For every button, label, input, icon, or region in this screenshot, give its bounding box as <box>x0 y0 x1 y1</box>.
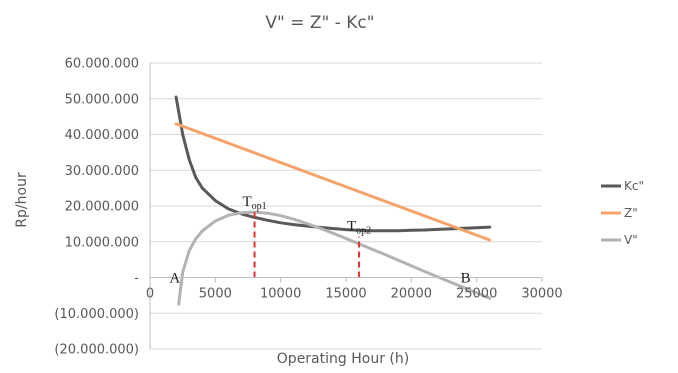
legend-label-2: V" <box>624 233 638 247</box>
x-tick-label: 10000 <box>260 287 301 302</box>
y-tick-label: - <box>134 271 139 286</box>
annotation-3: B <box>461 271 471 287</box>
y-tick-label: (10.000.000) <box>54 307 139 322</box>
x-tick-label: 20000 <box>391 287 432 302</box>
x-tick-labels: 0 5000 10000 15000 20000 25000 30000 <box>146 287 563 302</box>
y-tick-label: 30.000.000 <box>65 164 139 179</box>
y-tick-label: 20.000.000 <box>65 200 139 215</box>
legend-label-1: Z" <box>624 206 638 220</box>
reference-lines <box>253 212 361 278</box>
annotation-text: T <box>347 218 356 234</box>
y-tick-label: 50.000.000 <box>65 92 139 107</box>
axes <box>149 63 543 349</box>
x-tick-label: 0 <box>146 287 154 302</box>
annotation-text: A <box>169 271 180 287</box>
annotation-text: T <box>242 194 251 210</box>
annotation-2: A <box>169 271 180 287</box>
legend: Kc" Z" V" <box>601 179 644 247</box>
y-tick-label: 40.000.000 <box>65 128 139 143</box>
annotation-1: Top2 <box>347 218 371 236</box>
x-axis-label: Operating Hour (h) <box>277 351 409 367</box>
series-line-2 <box>177 210 492 306</box>
y-axis-label: Rp/hour <box>14 172 30 228</box>
series-line-0 <box>174 95 492 233</box>
grid <box>150 62 542 350</box>
annotation-subscript: op1 <box>252 201 267 212</box>
y-tick-labels: 60.000.000 50.000.000 40.000.000 30.000.000… <box>54 57 139 358</box>
series <box>174 95 492 306</box>
legend-label-0: Kc" <box>624 179 644 193</box>
annotation-subscript: op2 <box>356 225 371 236</box>
x-tick-label: 30000 <box>521 287 562 302</box>
annotation-0: Top1 <box>242 194 266 212</box>
annotation-text: B <box>461 271 471 287</box>
x-tick-label: 25000 <box>456 287 497 302</box>
y-tick-label: 60.000.000 <box>65 57 139 72</box>
x-tick-label: 5000 <box>199 287 232 302</box>
x-tick-label: 15000 <box>325 287 366 302</box>
y-tick-label: 10.000.000 <box>65 235 139 250</box>
y-tick-label: (20.000.000) <box>54 343 139 358</box>
chart-title: V" = Z" - Kc" <box>265 13 374 33</box>
series-line-1 <box>174 122 492 242</box>
